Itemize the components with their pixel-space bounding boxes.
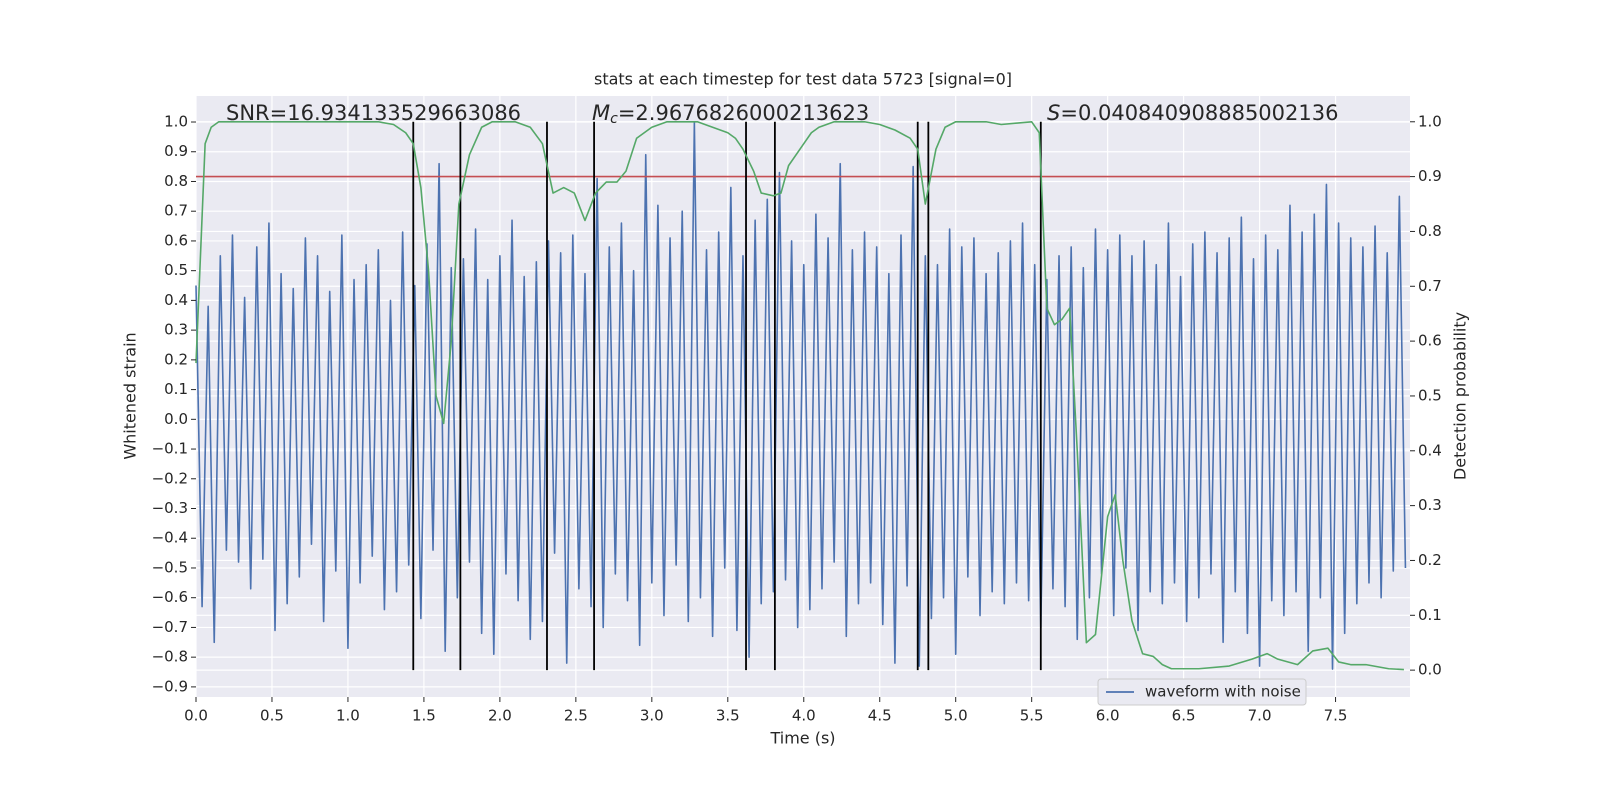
y-tick-label: 0.0 (164, 410, 188, 428)
x-tick-label: 7.5 (1324, 707, 1348, 725)
annotation-part: SNR=16.934133529663086 (226, 101, 521, 125)
annotation-part: =0.040840908885002136 (1060, 101, 1338, 125)
x-tick-label: 1.0 (336, 707, 360, 725)
y-tick-label: 0.6 (164, 231, 188, 249)
x-tick-label: 0.5 (260, 707, 284, 725)
y-tick-label: −0.6 (152, 588, 188, 606)
x-tick-label: 6.5 (1172, 707, 1196, 725)
y-tick-label: 0.5 (164, 261, 188, 279)
y2-tick-label: 0.4 (1418, 441, 1442, 459)
y-tick-label: 0.8 (164, 172, 188, 190)
y2-tick-label: 0.9 (1418, 167, 1442, 185)
x-axis-label: Time (s) (769, 729, 835, 748)
y-tick-label: −0.5 (152, 558, 188, 576)
x-tick-label: 5.5 (1020, 707, 1044, 725)
y-tick-label: 0.4 (164, 291, 188, 309)
y2-tick-label: 0.8 (1418, 222, 1442, 240)
y-tick-label: 1.0 (164, 113, 188, 131)
x-tick-label: 3.0 (640, 707, 664, 725)
annotation-part: c (610, 111, 618, 127)
annotation: Mc=2.9676826000213623 (592, 101, 869, 127)
y2-axis-label: Detection probability (1451, 312, 1470, 480)
y-tick-label: 0.2 (164, 350, 188, 368)
y-tick-label: 0.1 (164, 380, 188, 398)
marks (195, 120, 1410, 671)
y2-tick-label: 1.0 (1418, 112, 1442, 130)
y-axis-label: Whitened strain (121, 332, 140, 459)
annotation: SNR=16.934133529663086 (226, 101, 521, 125)
x-tick-label: 3.5 (716, 707, 740, 725)
annotation-part: S (1047, 101, 1060, 125)
probability-line (195, 120, 1404, 671)
x-tick-label: 0.0 (184, 707, 208, 725)
x-tick-label: 6.0 (1096, 707, 1120, 725)
chart-title: stats at each timestep for test data 572… (594, 70, 1012, 89)
x-tick-label: 5.0 (944, 707, 968, 725)
waveform-line (195, 121, 1407, 670)
annotation-part: =2.9676826000213623 (618, 101, 869, 125)
y2-tick-label: 0.3 (1418, 496, 1442, 514)
y-tick-label: −0.8 (152, 648, 188, 666)
y-tick-label: −0.9 (152, 677, 188, 695)
y-tick-label: 0.7 (164, 202, 188, 220)
annotation: S=0.040840908885002136 (1047, 101, 1338, 125)
y-tick-label: −0.2 (152, 469, 188, 487)
y2-tick-label: 0.0 (1418, 661, 1442, 679)
y2-tick-label: 0.6 (1418, 332, 1442, 350)
x-tick-label: 2.0 (488, 707, 512, 725)
x-tick-label: 7.0 (1248, 707, 1272, 725)
y-tick-label: −0.3 (152, 499, 188, 517)
y2-tick-label: 0.2 (1418, 551, 1442, 569)
y-tick-label: −0.7 (152, 618, 188, 636)
annotation-part: M (592, 101, 610, 125)
x-tick-label: 4.5 (868, 707, 892, 725)
x-tick-label: 4.0 (792, 707, 816, 725)
y-tick-label: −0.1 (152, 440, 188, 458)
y2-tick-label: 0.7 (1418, 277, 1442, 295)
y-tick-label: −0.4 (152, 529, 188, 547)
y-tick-label: 0.9 (164, 142, 188, 160)
y2-tick-label: 0.5 (1418, 386, 1442, 404)
x-tick-label: 1.5 (412, 707, 436, 725)
legend-box (1097, 678, 1307, 706)
legend-label: waveform with noise (1145, 683, 1301, 701)
y-tick-label: 0.3 (164, 321, 188, 339)
x-tick-label: 2.5 (564, 707, 588, 725)
y2-tick-label: 0.1 (1418, 606, 1442, 624)
